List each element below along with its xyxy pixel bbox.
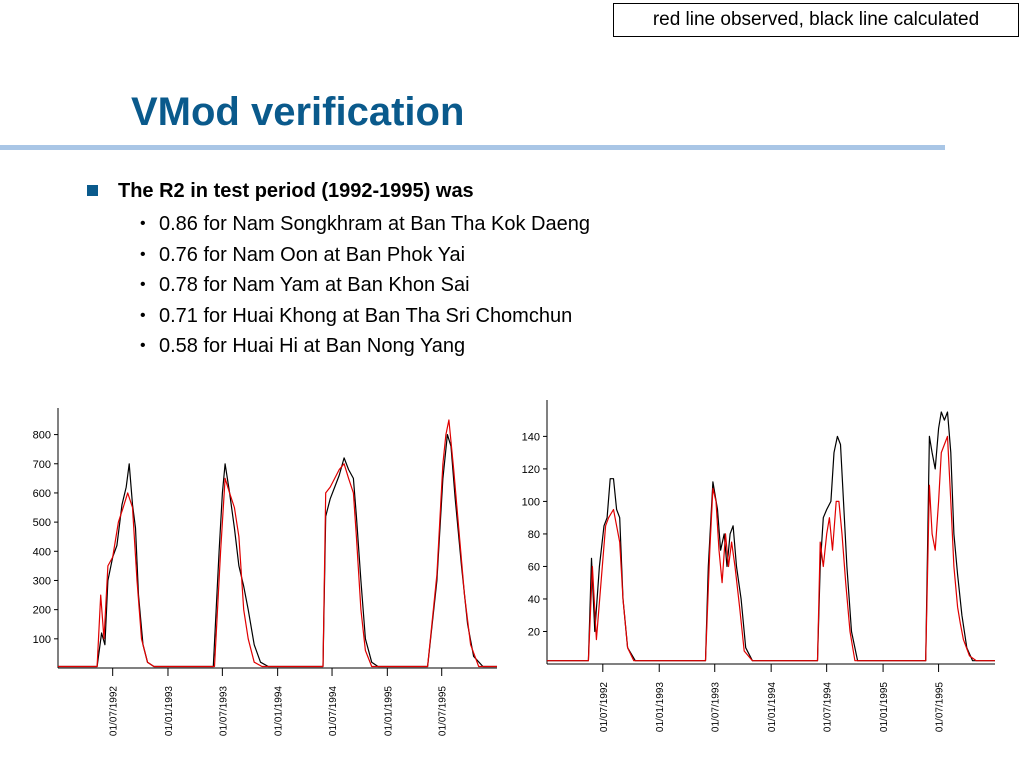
y-tick-label: 200	[33, 605, 51, 617]
observed-series-line	[547, 435, 995, 662]
x-tick-label: 01/01/1995	[383, 686, 394, 736]
legend-note: red line observed, black line calculated	[613, 3, 1019, 37]
list-item-text: 0.86 for Nam Songkhram at Ban Tha Kok Da…	[159, 213, 590, 235]
list-item-text: 0.71 for Huai Khong at Ban Tha Sri Chomc…	[159, 304, 573, 327]
title-divider	[0, 145, 945, 150]
y-tick-label: 400	[33, 546, 51, 558]
y-tick-label: 120	[522, 464, 540, 476]
list-item-text: 0.58 for Huai Hi at Ban Nong Yang	[159, 335, 466, 357]
y-tick-label: 500	[33, 517, 51, 529]
x-tick-label: 01/07/1994	[328, 686, 339, 736]
y-tick-label: 40	[528, 594, 540, 606]
y-tick-label: 100	[522, 496, 540, 508]
slide-title: VMod verification	[131, 90, 465, 134]
x-tick-label: 01/01/1995	[879, 682, 890, 732]
bullet-dot-icon: •	[140, 306, 146, 324]
x-tick-label: 01/01/1994	[767, 682, 778, 732]
hydrograph-chart-right: 20 40 60 80 100 120 140 01/07/1992 01/01/1993 01/…	[522, 400, 995, 732]
x-tick-label: 01/07/1992	[599, 682, 610, 732]
main-bullet-text: The R2 in test period (1992-1995) was	[118, 180, 474, 202]
y-tick-label: 700	[33, 459, 51, 471]
bullet-dot-icon: •	[140, 337, 146, 354]
x-tick-label: 01/07/1992	[109, 686, 120, 736]
x-tick-label: 01/01/1993	[655, 682, 666, 732]
y-tick-label: 20	[528, 626, 540, 638]
list-item-text: 0.76 for Nam Oon at Ban Phok Yai	[159, 243, 466, 266]
bullet-dot-icon: •	[140, 245, 146, 263]
y-tick-label: 800	[33, 430, 51, 442]
observed-series-line	[58, 419, 497, 668]
y-tick-label: 140	[522, 431, 540, 443]
x-tick-label: 01/07/1995	[935, 682, 946, 732]
x-tick-label: 01/07/1995	[438, 686, 449, 736]
bullet-dot-icon: •	[140, 276, 146, 293]
x-tick-label: 01/07/1993	[711, 682, 722, 732]
y-tick-label: 100	[33, 634, 51, 646]
square-bullet-icon	[87, 185, 98, 196]
y-tick-label: 600	[33, 488, 51, 500]
y-tick-label: 300	[33, 575, 51, 587]
y-tick-label: 60	[528, 561, 540, 573]
y-tick-label: 80	[528, 529, 540, 541]
bullet-dot-icon: •	[140, 215, 146, 232]
x-tick-label: 01/01/1993	[164, 686, 175, 736]
list-item-text: 0.78 for Nam Yam at Ban Khon Sai	[159, 274, 470, 296]
x-tick-label: 01/07/1994	[823, 682, 834, 732]
x-tick-label: 01/07/1993	[218, 686, 229, 736]
hydrograph-chart-left: 100 200 300 400 500 600 700 800 01/07/1992 01/01/…	[33, 408, 497, 736]
x-tick-label: 01/01/1994	[274, 686, 285, 736]
